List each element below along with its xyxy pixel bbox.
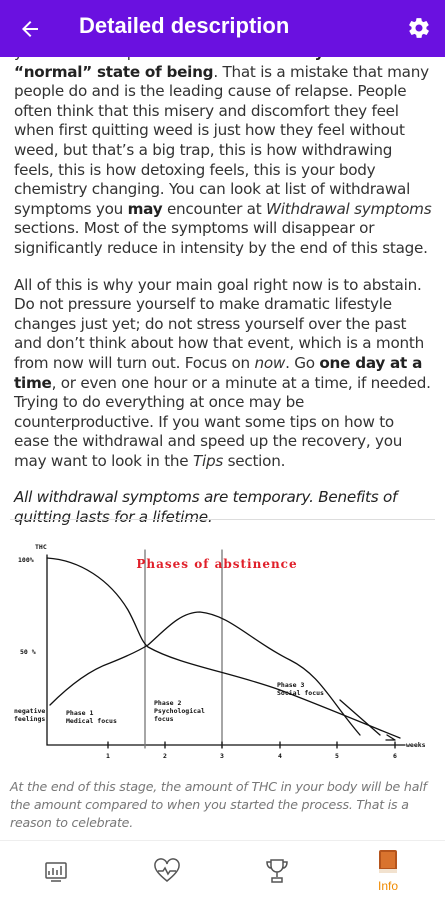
y-bottom-label: feelings bbox=[14, 715, 45, 723]
italic-text: Withdrawal symptoms bbox=[266, 199, 432, 218]
text: , or even one hour or a minute at a time… bbox=[14, 373, 431, 470]
text: . That is a mistake that many people do … bbox=[14, 62, 429, 218]
nav-info[interactable]: Info bbox=[358, 849, 418, 893]
phase-label: focus bbox=[154, 715, 174, 723]
article: yourself in this phase is that this is n… bbox=[14, 43, 432, 545]
y-bottom-label: negative bbox=[14, 707, 45, 715]
nav-health[interactable] bbox=[137, 849, 197, 888]
phase-dividers bbox=[144, 549, 223, 749]
x-tick-label: 5 bbox=[335, 752, 339, 760]
nav-label: Info bbox=[377, 879, 398, 893]
paragraph: yourself in this phase is that this is n… bbox=[14, 43, 432, 259]
nav-achievements[interactable] bbox=[247, 849, 307, 889]
health-icon bbox=[154, 858, 180, 882]
phase-label: Phase 1 bbox=[66, 709, 93, 717]
book-icon bbox=[379, 850, 397, 873]
bottom-navigation: Info bbox=[0, 840, 445, 901]
arrows bbox=[339, 699, 396, 741]
axes bbox=[46, 554, 406, 746]
back-button[interactable] bbox=[18, 17, 42, 41]
bold-text: one day at a time bbox=[14, 353, 423, 392]
x-tick-label: 1 bbox=[106, 752, 110, 760]
italic-text: now bbox=[254, 353, 286, 372]
screen-title: Detailed description bbox=[79, 13, 290, 38]
settings-button[interactable] bbox=[407, 16, 431, 40]
y-mid-label: 50 % bbox=[20, 648, 36, 656]
x-tick-label: 4 bbox=[278, 752, 282, 760]
phase-label: Psychological bbox=[154, 707, 205, 715]
x-axis-label: weeks bbox=[406, 741, 426, 749]
x-tick-label: 2 bbox=[163, 752, 167, 760]
phase-label: Phase 3 bbox=[277, 681, 304, 689]
thc-curve bbox=[46, 557, 401, 739]
text: All of this is why your main goal right … bbox=[14, 275, 424, 372]
phase-label: Medical focus bbox=[66, 717, 117, 725]
quote: All withdrawal symptoms are temporary. B… bbox=[14, 488, 398, 527]
tick-marks bbox=[107, 741, 396, 749]
text: encounter at bbox=[162, 199, 267, 218]
figure-title: Phases of abstinence bbox=[136, 557, 297, 571]
feelings-curve bbox=[49, 611, 361, 736]
phases-figure: Phases of abstinence THC 100% 50 % negat… bbox=[14, 543, 426, 760]
text: sections. Most of the symptoms will disa… bbox=[14, 219, 428, 257]
y-axis-label: THC bbox=[35, 543, 47, 551]
x-tick-label: 6 bbox=[393, 752, 397, 760]
paragraph: All of this is why your main goal right … bbox=[14, 276, 432, 472]
phase-label: Social focus bbox=[277, 689, 324, 697]
y-top-label: 100% bbox=[18, 556, 34, 564]
trophy-icon bbox=[266, 859, 288, 883]
app-bar: Detailed description bbox=[0, 0, 445, 57]
bold-text: may bbox=[127, 199, 163, 218]
text: section. bbox=[223, 451, 286, 470]
stats-icon bbox=[45, 862, 67, 882]
nav-stats[interactable] bbox=[26, 849, 86, 888]
x-tick-label: 3 bbox=[220, 752, 224, 760]
text: . Go bbox=[285, 353, 320, 372]
phase-label: Phase 2 bbox=[154, 699, 181, 707]
figure-caption: At the end of this stage, the amount of … bbox=[10, 779, 427, 830]
divider bbox=[10, 519, 435, 520]
italic-text: Tips bbox=[192, 451, 224, 470]
